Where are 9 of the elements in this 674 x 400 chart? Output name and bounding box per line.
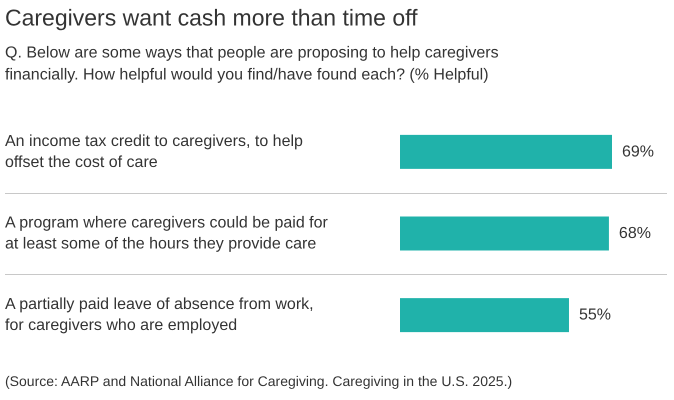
y-tick-label: A program where caregivers could be paid for at least some of the hours they provide care <box>5 214 329 252</box>
text: (Source: AARP and National Alliance for Caregiving. Caregiving in the U.S. 2025.) <box>5 373 512 389</box>
y-tick-label: An income tax credit to caregivers, to help offset the cost of care <box>5 132 304 171</box>
data-label: 55% <box>578 306 612 324</box>
y-tick-label: A partially paid leave of absence from work, for caregivers who are employed <box>5 296 314 334</box>
data-label: 68% <box>618 225 651 242</box>
text: Q. Below are some ways that people are proposing to help caregivers financially. How helpful would you find/have found each? (% Helpful) <box>5 44 499 84</box>
data-label: 69% <box>622 143 654 160</box>
text: Caregivers want cash more than time off <box>5 4 418 30</box>
